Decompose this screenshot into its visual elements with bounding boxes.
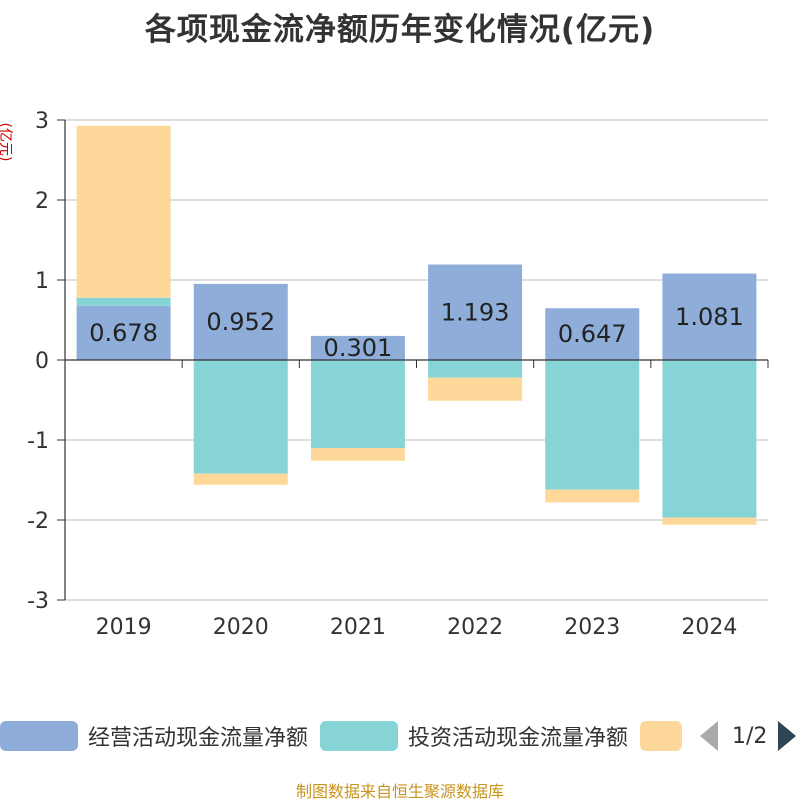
x-tick-label: 2024	[681, 615, 737, 640]
legend-page-indicator: 1/2	[732, 723, 768, 749]
bar-3-2019	[76, 125, 171, 298]
y-tick-label: 0	[35, 349, 49, 374]
x-tick-label: 2023	[564, 615, 620, 640]
source-footer: 制图数据来自恒生聚源数据库	[295, 782, 504, 801]
legend-item-operating[interactable]: 经营活动现金流量净额	[0, 716, 308, 756]
x-tick-label: 2020	[213, 615, 269, 640]
legend-item-investing[interactable]: 投资活动现金流量净额	[320, 716, 628, 756]
legend-pager: 1/2	[700, 716, 797, 756]
y-tick-label: 2	[35, 189, 49, 214]
data-label-2024: 1.081	[675, 303, 744, 331]
bar-1-2024	[662, 273, 757, 360]
gridlines	[65, 119, 768, 601]
legend-swatch-financing	[640, 721, 682, 751]
legend-label-operating: 经营活动现金流量净额	[88, 726, 309, 751]
bar-2-2024	[662, 360, 757, 518]
y-tick-label: -3	[27, 589, 49, 614]
legend-swatch-investing	[320, 721, 398, 751]
bar-2-2021	[310, 360, 405, 448]
bar-3-2020	[193, 473, 288, 485]
legend: 经营活动现金流量净额 投资活动现金流量净额	[0, 716, 800, 756]
bar-3-2021	[310, 448, 405, 461]
bar-3-2022	[428, 377, 523, 401]
x-tick-label: 2021	[330, 615, 386, 640]
bar-2-2022	[428, 360, 523, 378]
data-label-2022: 1.193	[441, 298, 510, 326]
bar-2-2020	[193, 360, 288, 474]
legend-swatch-operating	[0, 721, 78, 751]
legend-item-financing[interactable]	[640, 716, 682, 756]
y-tick-label: -2	[27, 509, 49, 534]
y-tick-label: -1	[27, 429, 49, 454]
bar-1-2021	[310, 335, 405, 360]
chart-title: 各项现金流净额历年变化情况(亿元)	[144, 12, 656, 48]
bar-1-2022	[428, 264, 523, 360]
bar-2-2023	[545, 360, 640, 490]
bar-3-2023	[545, 489, 640, 503]
bar-2-2019	[76, 297, 171, 306]
data-label-2019: 0.678	[89, 319, 158, 347]
bar-1-2020	[193, 283, 288, 360]
x-tick-label: 2019	[96, 615, 152, 640]
bar-1-2019	[76, 305, 171, 360]
data-label-2020: 0.952	[206, 308, 275, 336]
x-tick-label: 2022	[447, 615, 503, 640]
data-labels: 0.678 0.952 0.301 1.193 0.647 1.081	[89, 298, 744, 362]
legend-prev-page-icon[interactable]	[700, 721, 718, 751]
y-tick-label: 3	[35, 109, 49, 134]
bar-1-2023	[545, 308, 640, 360]
legend-next-page-icon[interactable]	[778, 721, 797, 751]
legend-label-investing: 投资活动现金流量净额	[408, 726, 629, 751]
data-label-2021: 0.301	[324, 334, 393, 362]
chart-plot: 3 2 1 0 -1 -2 -3 2019 2020 2021 2022 2023 2024 0.678…	[27, 109, 769, 640]
axes: 3 2 1 0 -1 -2 -3 2019 2020 2021 2022 2023 2024	[27, 109, 769, 640]
data-label-2023: 0.647	[558, 320, 627, 348]
bars	[76, 125, 757, 525]
y-tick-label: 1	[35, 269, 49, 294]
bar-3-2024	[662, 517, 757, 525]
